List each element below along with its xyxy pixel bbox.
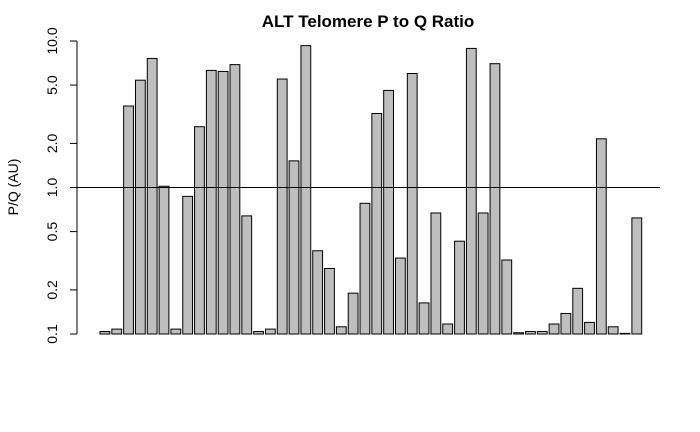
y-tick-label: 2.0 (44, 133, 60, 153)
bar (194, 126, 205, 335)
bar (454, 240, 465, 335)
bar (395, 257, 406, 335)
bar (619, 332, 631, 335)
bar (465, 47, 477, 335)
y-axis-label: P/Q (AU) (5, 159, 21, 216)
bar (548, 323, 560, 335)
bar (123, 105, 134, 335)
bar (300, 45, 312, 335)
bar (134, 79, 146, 335)
bar (288, 160, 300, 335)
y-tick-label: 0.5 (44, 222, 60, 242)
y-tick-label: 5.0 (44, 75, 60, 95)
bar (631, 217, 643, 335)
bar (217, 70, 229, 335)
bar (584, 321, 595, 335)
bar (146, 57, 158, 335)
bar (158, 185, 170, 335)
bar (383, 89, 394, 335)
chart-title: ALT Telomere P to Q Ratio (262, 12, 475, 31)
bar (371, 113, 383, 335)
bar (406, 73, 418, 335)
y-tick-label: 0.2 (44, 280, 60, 300)
bar-series (99, 45, 643, 335)
bar (276, 78, 288, 335)
bar (229, 64, 241, 335)
bar (477, 212, 489, 335)
bar (442, 323, 454, 335)
bar (264, 328, 276, 335)
bar (312, 250, 324, 335)
bar (170, 328, 182, 335)
bar (607, 326, 619, 335)
y-tick-label: 10.0 (44, 27, 60, 54)
bar (418, 302, 430, 335)
bar (489, 63, 501, 335)
y-tick-label: 1.0 (44, 178, 60, 198)
bar (335, 326, 347, 335)
bar (430, 212, 442, 335)
y-axis-ticks: 0.1 0.2 0.5 1.0 2.0 5.0 10.0 (44, 27, 77, 344)
bar (182, 195, 194, 335)
bar (536, 331, 548, 335)
bar (513, 332, 525, 335)
bar (99, 331, 111, 335)
bar (111, 328, 123, 335)
bar (205, 69, 217, 335)
bar (347, 292, 359, 335)
bar (253, 331, 264, 335)
bar (359, 202, 371, 335)
bar (595, 138, 607, 335)
y-tick-label: 0.1 (44, 324, 60, 344)
bar (572, 287, 584, 335)
bar (501, 259, 513, 335)
bar (324, 267, 335, 335)
bar (525, 331, 536, 335)
bar (241, 215, 253, 335)
bar (560, 313, 572, 335)
